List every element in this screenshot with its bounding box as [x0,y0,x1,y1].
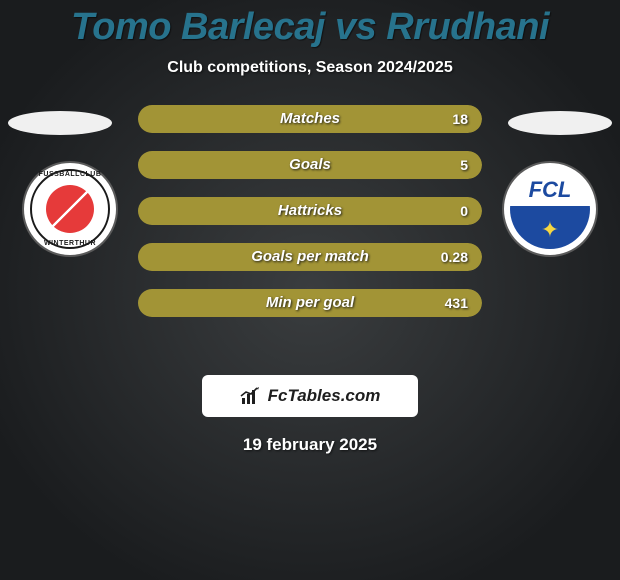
comparison-panel: FUSSBALLCLUB WINTERTHUR FCL ✦ 18Matches5… [0,117,620,357]
page-title: Tomo Barlecaj vs Rrudhani [0,0,620,49]
crest-left-center [46,185,94,233]
stat-row: 18Matches [138,105,482,133]
stat-row: 0Hattricks [138,197,482,225]
stat-row: 5Goals [138,151,482,179]
brand-box: FcTables.com [202,375,418,417]
subtitle: Club competitions, Season 2024/2025 [0,59,620,77]
crest-right-center: FCL ✦ [510,169,590,249]
player-left-head-ellipse [8,111,112,135]
stat-label: Goals per match [138,243,482,271]
lion-icon: ✦ [510,217,590,243]
stat-label: Hattricks [138,197,482,225]
team-left-crest: FUSSBALLCLUB WINTERTHUR [22,161,118,257]
stat-bars: 18Matches 5Goals 0Hattricks 0.28Goals per m… [138,105,482,335]
stat-row: 0.28Goals per match [138,243,482,271]
team-right-crest: FCL ✦ [502,161,598,257]
crest-right-initials: FCL [510,177,590,203]
stat-row: 431Min per goal [138,289,482,317]
chart-icon [240,386,262,406]
stat-label: Min per goal [138,289,482,317]
player-right-head-ellipse [508,111,612,135]
crest-left-text-bottom: WINTERTHUR [24,240,116,247]
brand-text: FcTables.com [268,386,381,406]
stat-label: Matches [138,105,482,133]
page-date: 19 february 2025 [0,435,620,455]
stat-label: Goals [138,151,482,179]
crest-left-text-top: FUSSBALLCLUB [24,171,116,178]
